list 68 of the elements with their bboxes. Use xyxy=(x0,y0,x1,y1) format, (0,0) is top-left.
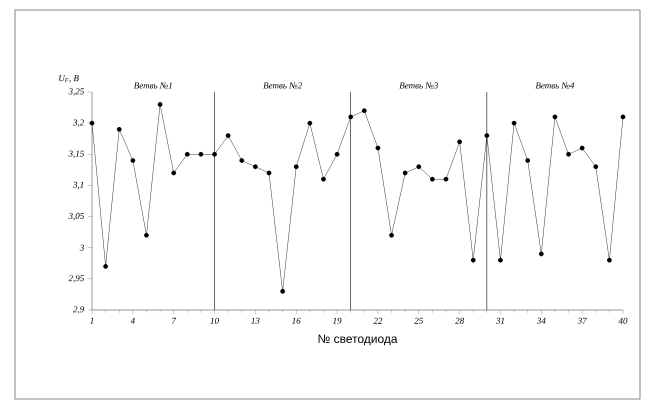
point xyxy=(376,146,380,150)
point xyxy=(620,114,626,120)
x-tick-label: 40 xyxy=(618,318,628,324)
point xyxy=(266,170,272,176)
point xyxy=(444,176,448,182)
point xyxy=(116,126,122,132)
point xyxy=(280,288,286,294)
x-tick-label: 7 xyxy=(172,318,176,324)
y-tick-label: 3,1 xyxy=(73,182,84,190)
point xyxy=(171,170,176,176)
x-tick-label: 16 xyxy=(292,318,301,324)
y-axis-title: U$_{F}$, B xyxy=(59,75,79,82)
x-tick-label: 22 xyxy=(373,318,382,324)
x-tick-label: 28 xyxy=(455,318,464,324)
point xyxy=(525,158,530,163)
point xyxy=(90,120,94,126)
point xyxy=(484,133,490,138)
text: Ветвь №3 xyxy=(399,82,438,88)
x-tick-label: 37 xyxy=(578,318,587,324)
y-tick-label: 3,25 xyxy=(68,88,84,96)
x-tick-label: 1 xyxy=(90,318,94,324)
point xyxy=(430,176,435,182)
point xyxy=(294,164,299,170)
point xyxy=(538,252,544,256)
x-tick-label: 31 xyxy=(496,318,504,324)
point xyxy=(307,120,312,126)
text: Ветвь №1 xyxy=(134,82,172,88)
point xyxy=(130,158,136,163)
point xyxy=(552,114,558,120)
point xyxy=(566,152,571,157)
y-tick-label: 3 xyxy=(80,244,84,251)
point xyxy=(389,232,394,238)
point xyxy=(498,258,503,263)
x-tick-label: 25 xyxy=(414,318,423,324)
point xyxy=(416,164,422,170)
y-tick-label: 2,95 xyxy=(68,275,84,283)
x-axis-title: № светодиода xyxy=(318,334,398,346)
point xyxy=(239,158,244,163)
point xyxy=(321,176,326,182)
y-tick-label: 2,9 xyxy=(73,306,84,314)
point xyxy=(184,152,190,157)
point xyxy=(580,146,585,150)
point xyxy=(253,164,258,170)
x-tick-label: 13 xyxy=(251,318,260,324)
point xyxy=(198,152,204,157)
x-tick-label: 4 xyxy=(130,318,135,324)
point xyxy=(402,170,408,176)
y-tick-label: 3,2 xyxy=(73,119,84,127)
point xyxy=(362,108,367,114)
point xyxy=(158,102,162,107)
y-tick-label: 3,05 xyxy=(68,212,84,220)
x-tick-label: 34 xyxy=(536,318,546,324)
text: Ветвь №4 xyxy=(536,82,574,88)
point xyxy=(212,152,217,157)
x-tick-label: 19 xyxy=(332,318,342,324)
point xyxy=(470,258,476,263)
point xyxy=(226,133,231,138)
point xyxy=(144,232,149,238)
point xyxy=(512,120,516,126)
point xyxy=(348,114,354,120)
text: Ветвь №2 xyxy=(263,82,302,88)
point xyxy=(593,164,598,170)
y-tick-label: 3,15 xyxy=(68,150,84,158)
x-tick-label: 10 xyxy=(210,318,219,324)
point xyxy=(607,258,612,263)
point xyxy=(457,139,462,144)
point xyxy=(103,264,108,269)
point xyxy=(334,152,340,157)
